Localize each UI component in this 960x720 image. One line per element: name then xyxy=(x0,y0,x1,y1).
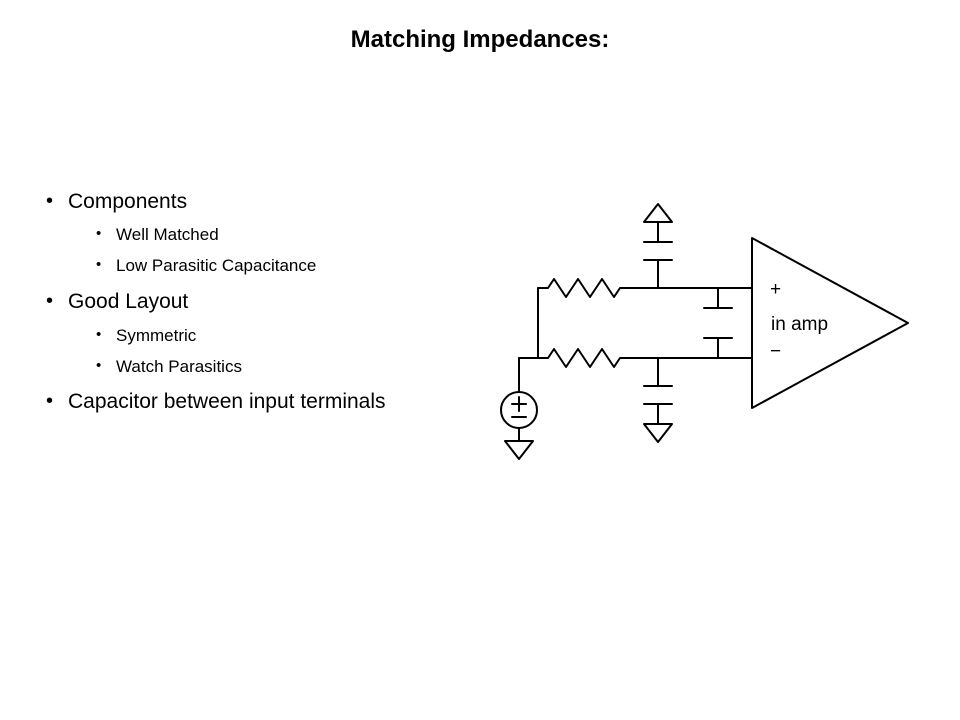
bullet-text: Good Layout xyxy=(68,290,188,313)
svg-text:−: − xyxy=(770,341,781,362)
svg-text:+: + xyxy=(770,279,781,300)
bullet-text: Components xyxy=(68,190,187,213)
bullet-text: Well Matched xyxy=(116,225,219,244)
circuit-diagram: + in amp − xyxy=(490,192,920,477)
bullet-watch-parasitics: Watch Parasitics xyxy=(68,356,462,379)
bullet-text: Low Parasitic Capacitance xyxy=(116,256,316,275)
bullet-text: Symmetric xyxy=(116,326,196,345)
svg-text:in amp: in amp xyxy=(771,314,828,335)
bullet-well-matched: Well Matched xyxy=(68,224,462,247)
bullet-low-parasitic: Low Parasitic Capacitance xyxy=(68,255,462,278)
bullet-text: Watch Parasitics xyxy=(116,357,242,376)
bullet-components: Components Well Matched Low Parasitic Ca… xyxy=(42,188,462,278)
bullet-symmetric: Symmetric xyxy=(68,325,462,348)
bullet-capacitor-terminals: Capacitor between input terminals xyxy=(42,388,462,416)
bullet-good-layout: Good Layout Symmetric Watch Parasitics xyxy=(42,288,462,378)
bullet-text: Capacitor between input terminals xyxy=(68,390,386,413)
bullet-content: Components Well Matched Low Parasitic Ca… xyxy=(42,188,462,427)
page-title: Matching Impedances: xyxy=(0,26,960,54)
